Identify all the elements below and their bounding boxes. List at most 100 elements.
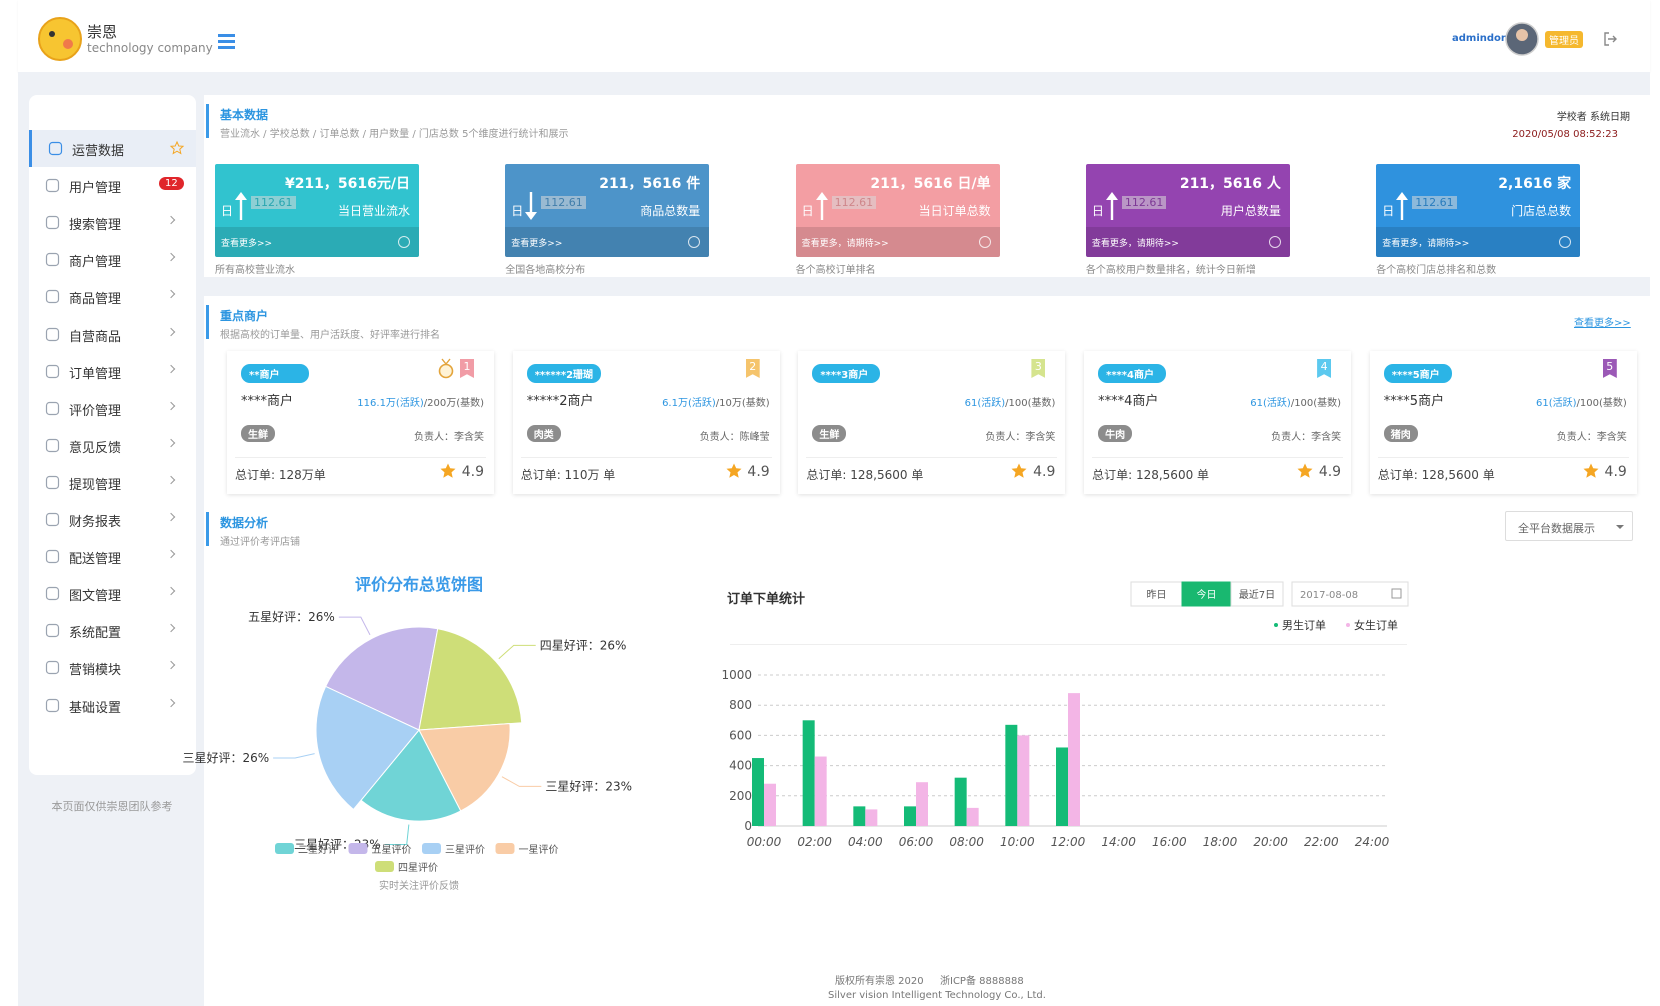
avatar bbox=[1505, 22, 1539, 56]
star bbox=[726, 463, 742, 478]
stat-footer[interactable]: 查看更多>> bbox=[215, 227, 419, 257]
stat-value: 211，5616 日/单 bbox=[870, 176, 991, 192]
pie-label: 三星好评：23% bbox=[545, 779, 632, 793]
menu-icon bbox=[45, 549, 60, 564]
menu-label: 评价管理 bbox=[69, 403, 122, 419]
merchant-owner: 负责人：陈峰莹 bbox=[699, 432, 770, 443]
legend-label: 男生订单 bbox=[1282, 618, 1326, 632]
trend-arrow-head bbox=[1396, 192, 1409, 200]
merchant-active: 61(活跃) bbox=[1536, 398, 1577, 409]
pie-slice bbox=[418, 628, 523, 731]
stat-label: 用户总数量 bbox=[1220, 204, 1281, 218]
footer-icp: 浙ICP备 8888888 bbox=[940, 976, 1024, 987]
medal bbox=[438, 358, 454, 379]
merchant-tag: **商户 bbox=[241, 364, 309, 383]
menu-item[interactable]: 订单管理 bbox=[29, 353, 196, 390]
section-title: 重点商户 bbox=[220, 309, 269, 323]
stat-link[interactable]: 查看更多，请期待>> bbox=[801, 239, 889, 249]
star bbox=[1011, 463, 1027, 478]
menu-icon bbox=[45, 661, 60, 675]
dropdown-caret bbox=[1616, 525, 1624, 529]
pie-note: 实时关注评价反馈 bbox=[379, 879, 459, 892]
menu-item[interactable]: 商品管理 bbox=[29, 278, 196, 315]
menu-item[interactable]: 系统配置 bbox=[29, 612, 196, 649]
section-subtitle: 根据高校的订单量、用户活跃度、好评率进行排名 bbox=[220, 330, 440, 341]
menu-item[interactable]: 图文管理 bbox=[29, 575, 196, 612]
stat-link[interactable]: 查看更多>> bbox=[511, 239, 563, 249]
menu-item[interactable]: 配送管理 bbox=[29, 538, 196, 575]
menu-label: 商品管理 bbox=[69, 292, 122, 308]
stat-caption: 各个高校订单排名 bbox=[795, 265, 876, 276]
stat-link[interactable]: 查看更多>> bbox=[221, 239, 273, 249]
stat-caption: 全国各地高校分布 bbox=[505, 265, 586, 276]
menu-item[interactable]: 营销模块 bbox=[29, 649, 196, 686]
pie-leader bbox=[273, 753, 315, 759]
x-tick-label: 06:00 bbox=[899, 835, 934, 849]
menu-item[interactable]: 提现管理 bbox=[29, 464, 196, 501]
dropdown-label: 全平台数据展示 bbox=[1518, 522, 1595, 535]
stat-link[interactable]: 查看更多，请期待>> bbox=[1091, 239, 1179, 249]
stat-caption: 所有高校营业流水 bbox=[215, 265, 295, 276]
rating-star bbox=[1583, 463, 1599, 478]
stat-footer[interactable]: 查看更多，请期待>> bbox=[1376, 227, 1581, 257]
tab[interactable]: 最近7日 bbox=[1230, 581, 1284, 607]
stat-footer[interactable]: 查看更多，请期待>> bbox=[1085, 227, 1290, 257]
menu-item[interactable]: 评价管理 bbox=[29, 390, 196, 427]
merchant-active: 61(活跃) bbox=[964, 398, 1006, 409]
logout-icon bbox=[1604, 32, 1617, 46]
footer-copyright: 版权所有崇恩 2020 bbox=[835, 976, 924, 987]
stat-footer[interactable]: 查看更多，请期待>> bbox=[795, 227, 1000, 257]
rank-number: 1 bbox=[463, 360, 471, 373]
x-tick-label: 22:00 bbox=[1304, 835, 1339, 849]
stat-card: 211，5616 件日 112.61 商品总数量 查看更多>> bbox=[505, 164, 710, 257]
legend-label: 五星评价 bbox=[372, 844, 412, 856]
bar bbox=[752, 758, 764, 826]
stat-link-icon bbox=[688, 236, 701, 248]
x-tick-label: 20:00 bbox=[1253, 835, 1288, 849]
menu-item[interactable]: 运营数据 bbox=[29, 130, 196, 167]
menu-item[interactable]: 搜索管理 bbox=[29, 204, 196, 241]
merchant-divider bbox=[806, 457, 1058, 458]
menu-item[interactable]: 自营商品 bbox=[29, 316, 196, 353]
bar bbox=[853, 806, 866, 826]
medal-ribbon bbox=[441, 358, 451, 366]
tab[interactable]: 今日 bbox=[1181, 581, 1232, 607]
bar bbox=[916, 782, 928, 826]
menu-icon bbox=[45, 624, 60, 638]
user-name[interactable]: admindon bbox=[1452, 33, 1509, 44]
x-tick-label: 08:00 bbox=[949, 835, 984, 849]
menu-icon-shape bbox=[45, 401, 60, 415]
stat-link-icon bbox=[1559, 236, 1572, 248]
menu-label: 提现管理 bbox=[69, 477, 122, 493]
x-tick-label: 16:00 bbox=[1152, 835, 1187, 849]
trend-arrow bbox=[235, 192, 247, 220]
rating-star bbox=[1011, 463, 1027, 478]
tab-label: 今日 bbox=[1197, 588, 1217, 601]
stat-card: 211，5616 人日 112.61 用户总数量 查看更多，请期待>> bbox=[1085, 164, 1290, 257]
trend-arrow-head bbox=[525, 212, 538, 220]
trend-arrow bbox=[1396, 192, 1409, 220]
menu-item[interactable]: 财务报表 bbox=[29, 501, 196, 538]
menu-item[interactable]: 商户管理 bbox=[29, 241, 196, 278]
stat-period: 日 bbox=[1091, 204, 1104, 218]
menu-item[interactable]: 基础设置 bbox=[29, 687, 196, 724]
stat-caption: 各个高校用户数量排名，统计今日新增 bbox=[1085, 265, 1256, 276]
menu-item[interactable]: 意见反馈 bbox=[29, 427, 196, 464]
star bbox=[1583, 463, 1599, 478]
rank-badge: 5 bbox=[1602, 359, 1617, 378]
stat-card: ¥211，5616元/日日 112.61 当日营业流水 查看更多>> bbox=[215, 164, 419, 257]
stat-link[interactable]: 查看更多，请期待>> bbox=[1382, 239, 1470, 249]
section-bar bbox=[206, 305, 209, 339]
legend-label: 四星评价 bbox=[398, 862, 438, 874]
stat-footer[interactable]: 查看更多>> bbox=[505, 227, 710, 257]
dropdown[interactable]: 全平台数据展示 bbox=[1505, 511, 1633, 541]
legend-label: 一星评价 bbox=[519, 844, 559, 856]
menu-icon-shape bbox=[45, 587, 60, 601]
more-link[interactable]: 查看更多>> bbox=[1574, 318, 1631, 329]
date-label: 学校者 系统日期 bbox=[1556, 112, 1630, 123]
menu-toggle[interactable] bbox=[218, 34, 235, 49]
rank-number: 3 bbox=[1034, 360, 1042, 373]
menu-item[interactable]: 用户管理 12 bbox=[29, 167, 196, 204]
trend-arrow-head bbox=[1105, 192, 1118, 200]
tab[interactable]: 昨日 bbox=[1130, 581, 1183, 607]
